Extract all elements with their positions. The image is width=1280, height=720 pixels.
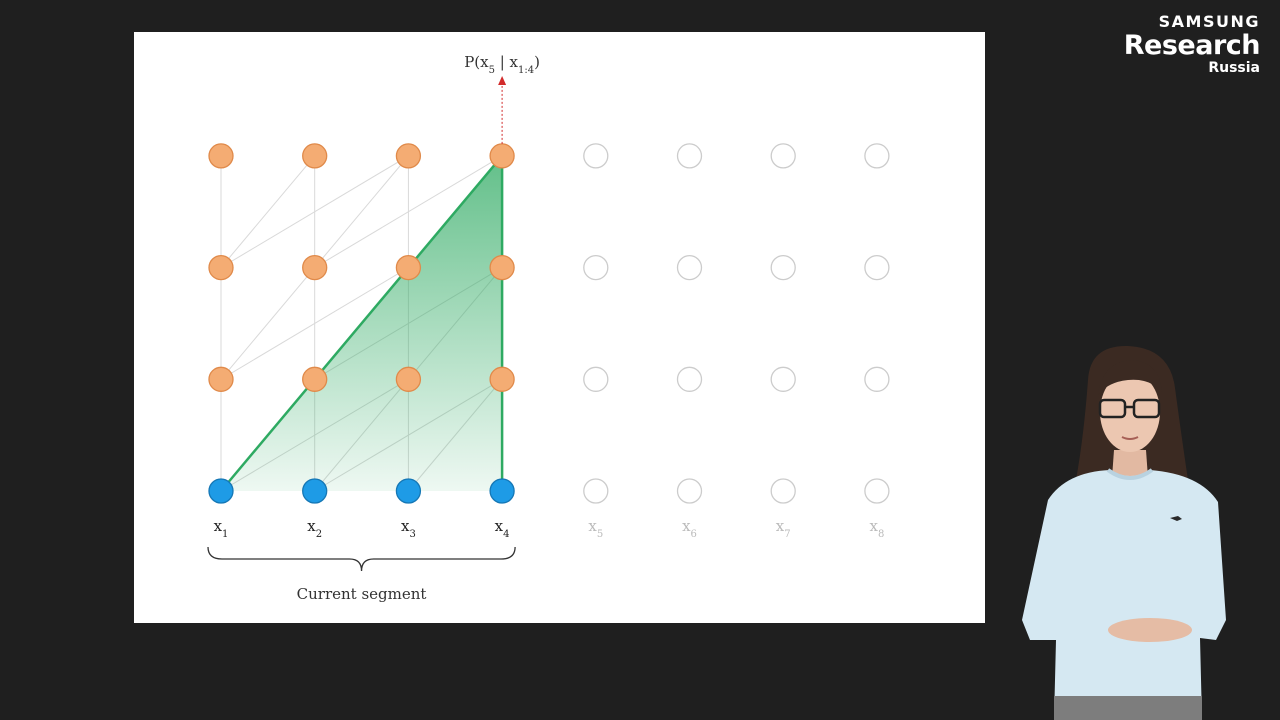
input-node: [395, 478, 422, 504]
hidden-node: [395, 143, 422, 169]
presenter-figure: [1022, 345, 1226, 720]
inactive-node: [676, 143, 703, 169]
inactive-node: [770, 254, 796, 281]
slide: P(x5 | x1:4) x1 x2 x3 x4 x5 x6 x7 x8 Current se…: [134, 32, 985, 623]
hidden-node: [302, 254, 328, 281]
connection-line: [220, 155, 316, 268]
inactive-node: [676, 254, 703, 281]
token-label: x2: [307, 517, 322, 540]
nodes: [208, 143, 890, 504]
token-label: x5: [588, 517, 603, 540]
inactive-node: [770, 366, 796, 392]
presenter-mouth: [1121, 436, 1139, 440]
glasses-icon: [1098, 398, 1161, 419]
inactive-node: [676, 366, 703, 392]
segment-label: Current segment: [297, 585, 427, 603]
receptive-field-edges: [220, 155, 504, 492]
presenter-collar: [1106, 468, 1154, 480]
output-arrow: [498, 76, 507, 144]
hidden-node: [208, 143, 234, 169]
presenter-fringe: [1098, 360, 1162, 395]
logo-name: Research: [1123, 30, 1261, 61]
presenter-hands: [1108, 618, 1192, 642]
inactive-node: [864, 478, 890, 504]
input-node: [208, 478, 234, 504]
presenter-face: [1100, 372, 1160, 452]
transformer-xl-diagram: P(x5 | x1:4) x1 x2 x3 x4 x5 x6 x7 x8 Current se…: [207, 53, 890, 603]
hidden-node: [302, 366, 328, 392]
input-node: [489, 478, 515, 504]
inactive-node: [583, 143, 609, 169]
connection-line: [220, 155, 409, 269]
token-label: x3: [401, 517, 416, 540]
token-label: x1: [214, 517, 229, 540]
inactive-node: [864, 143, 890, 169]
inactive-node: [583, 478, 609, 504]
hidden-node: [489, 254, 515, 281]
presenter-sweater: [1022, 470, 1226, 720]
inactive-node: [676, 478, 703, 504]
token-label: x6: [682, 517, 697, 540]
token-label: x4: [495, 517, 510, 540]
connection-line: [220, 267, 409, 380]
output-probability-label: P(x5 | x1:4): [464, 53, 540, 76]
connection-line: [314, 155, 409, 268]
output-arrow-head: [498, 76, 507, 85]
logo-region: Russia: [1208, 60, 1260, 76]
inactive-node: [583, 254, 609, 281]
hidden-node: [395, 366, 422, 392]
hidden-node: [489, 143, 515, 169]
presenter-skirt: [1054, 696, 1202, 720]
inactive-node: [770, 478, 796, 504]
hidden-node: [302, 143, 328, 169]
inactive-node: [583, 366, 609, 392]
hidden-node: [208, 254, 234, 281]
segment-brace: [207, 546, 516, 572]
logo-brand: SAMSUNG: [1158, 12, 1260, 31]
token-labels: x1 x2 x3 x4 x5 x6 x7 x8: [214, 517, 885, 540]
presenter-neck: [1112, 450, 1148, 478]
hidden-node: [395, 254, 422, 281]
inactive-node: [864, 366, 890, 392]
hidden-node: [489, 366, 515, 392]
samsung-research-logo: SAMSUNG Research Russia: [1123, 12, 1261, 76]
connection-line: [220, 267, 316, 380]
connection-line: [314, 155, 503, 269]
token-label: x7: [776, 517, 791, 540]
hidden-node: [208, 366, 234, 392]
crocodile-logo-icon: [1170, 516, 1182, 521]
input-node: [302, 478, 328, 504]
token-label: x8: [869, 517, 884, 540]
inactive-node: [770, 143, 796, 169]
inactive-node: [864, 254, 890, 281]
receptive-field-diagonal: [220, 155, 504, 492]
